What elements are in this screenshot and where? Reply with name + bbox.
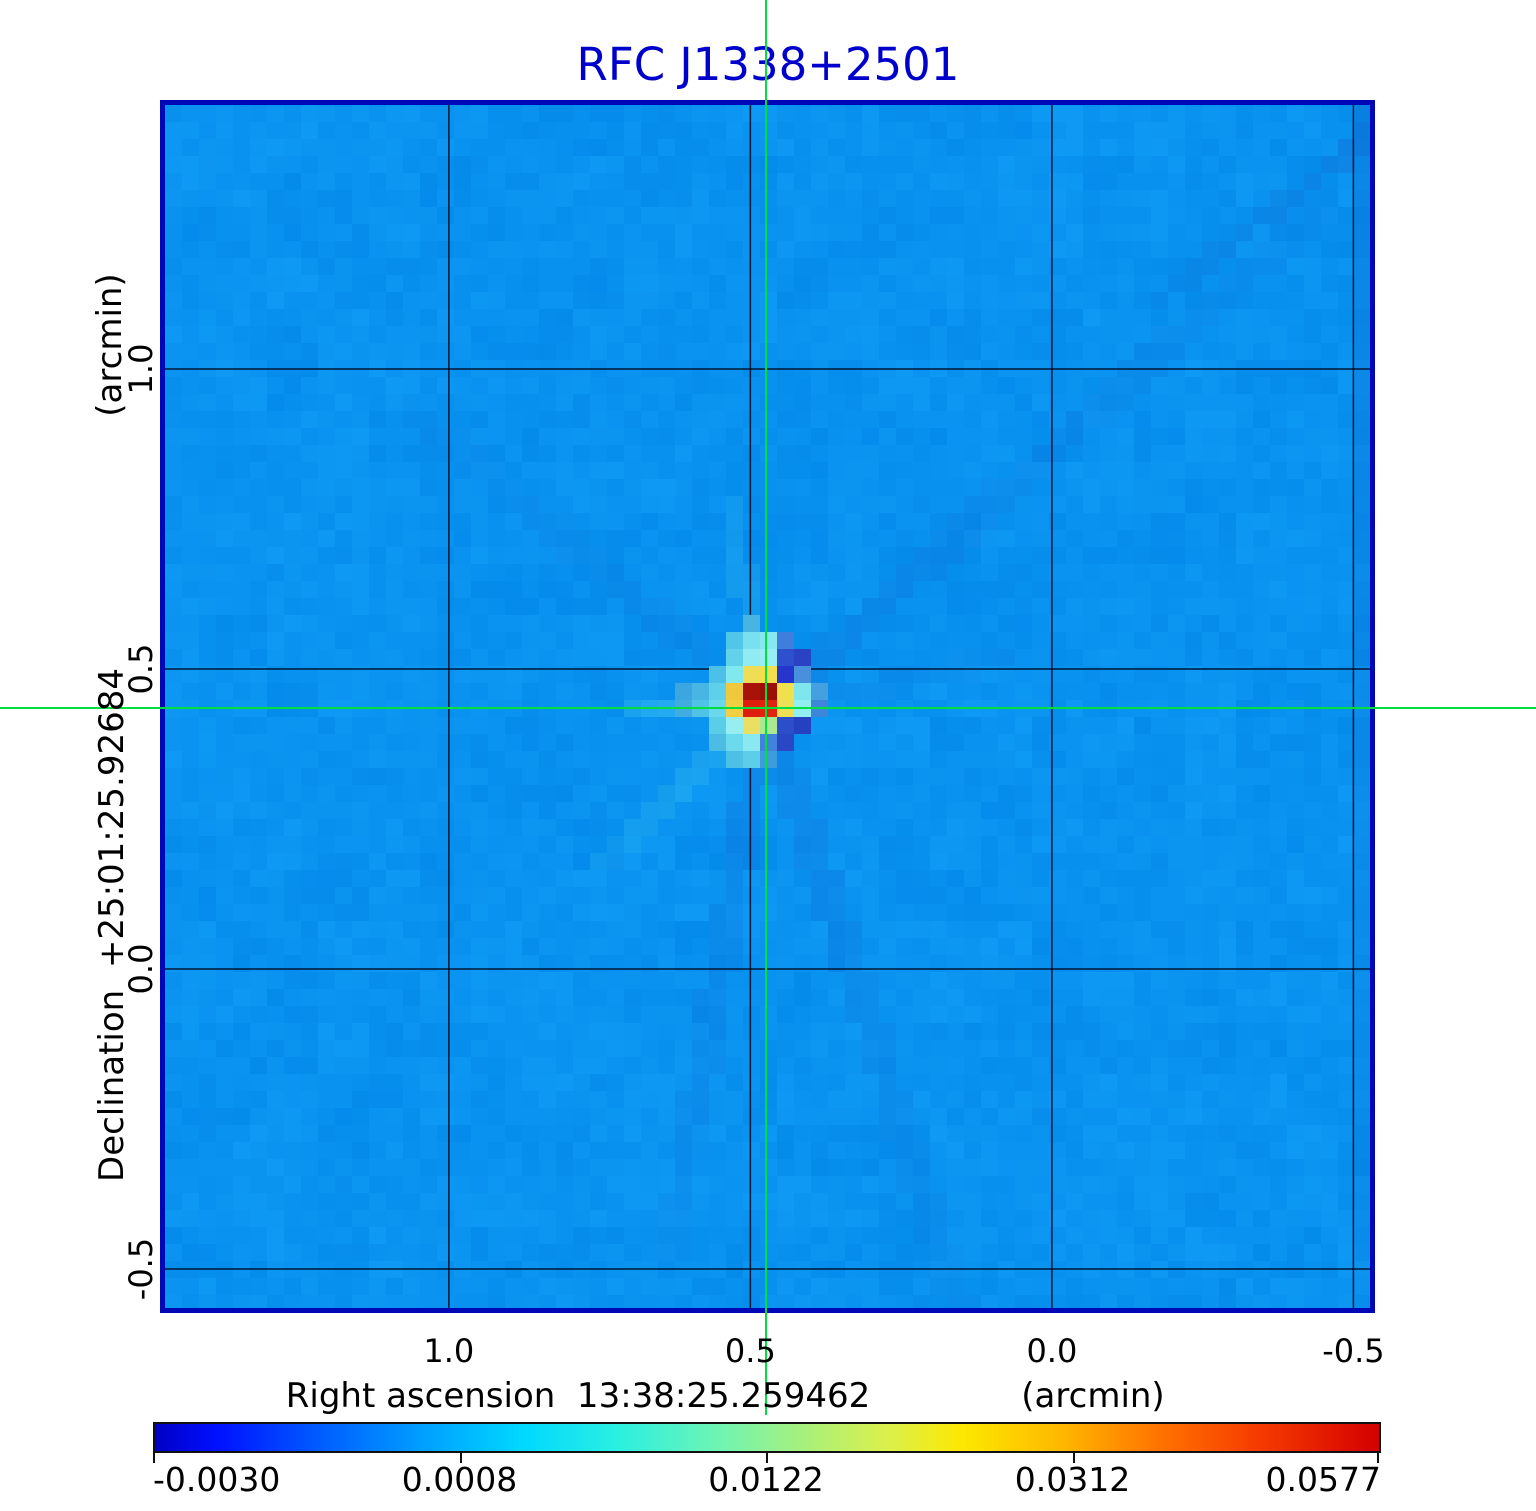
colorbar-tick-mark — [1377, 1453, 1379, 1463]
y-tick-label: -0.5 — [122, 1237, 160, 1301]
x-tick-label: 0.5 — [724, 1332, 776, 1370]
colorbar-tick-label: -0.0030 — [153, 1460, 281, 1499]
colorbar-tick-label: 0.0122 — [708, 1460, 824, 1499]
y-axis-title: Declination +25:01:25.92684 — [92, 668, 132, 1182]
colorbar-tick-mark — [459, 1453, 462, 1463]
figure-title: RFC J1338+2501 — [576, 38, 960, 91]
colorbar-tick-mark — [153, 1453, 155, 1463]
y-tick-label: 0.0 — [122, 943, 160, 995]
x-tick-label: 1.0 — [423, 1332, 475, 1370]
heatmap-canvas — [165, 105, 1370, 1308]
colorbar — [153, 1422, 1381, 1453]
x-axis-unit-label: (arcmin) — [1021, 1376, 1165, 1416]
y-tick-label: 0.5 — [122, 643, 160, 695]
y-tick-label: 1.0 — [122, 343, 160, 395]
x-tick-label: -0.5 — [1322, 1332, 1385, 1370]
colorbar-tick-label: 0.0312 — [1014, 1460, 1131, 1499]
colorbar-tick-label: 0.0577 — [1265, 1460, 1381, 1499]
colorbar-tick-mark — [1072, 1453, 1075, 1463]
colorbar-tick-mark — [766, 1453, 768, 1463]
x-axis-title: Right ascension 13:38:25.259462 — [285, 1376, 871, 1416]
x-tick-label: 0.0 — [1026, 1332, 1078, 1370]
crosshair-horizontal-line — [0, 707, 1536, 709]
colorbar-tick-label: 0.0008 — [401, 1460, 518, 1499]
plot-frame — [160, 100, 1375, 1313]
